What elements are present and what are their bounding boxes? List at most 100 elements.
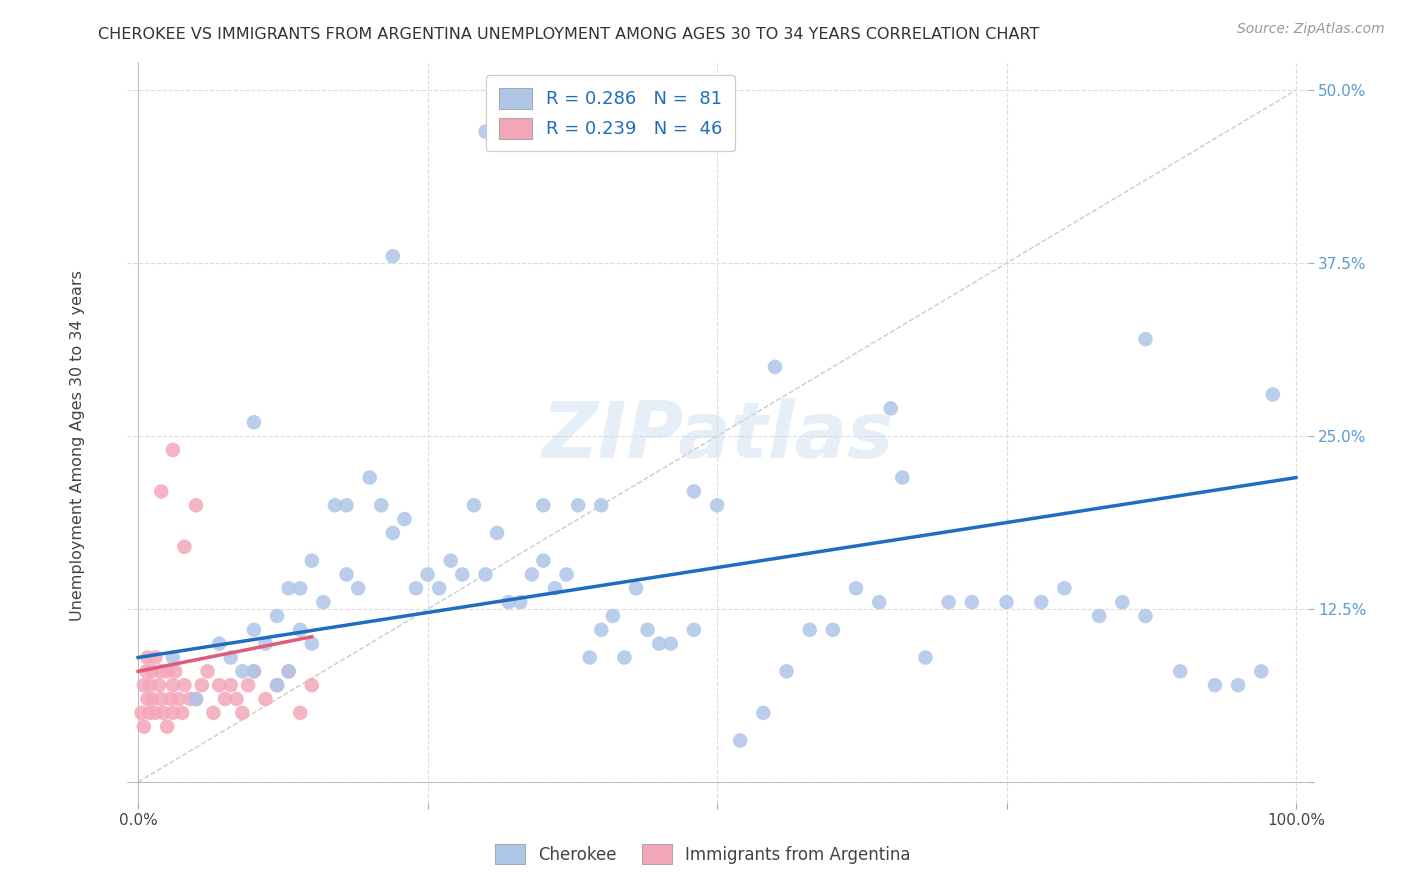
Point [891,470,914,484]
Point [173,540,195,554]
Point [148,678,170,692]
Point [728,733,751,747]
Point [243,415,266,429]
Point [145,706,167,720]
Point [277,665,299,679]
Point [254,637,277,651]
Point [173,678,195,692]
Point [405,582,427,596]
Point [347,582,370,596]
Point [1250,665,1272,679]
Point [136,650,159,665]
Point [1111,595,1133,609]
Point [1053,582,1076,596]
Point [290,623,312,637]
Point [474,125,496,139]
Point [141,665,163,679]
Point [416,567,439,582]
Point [659,637,682,651]
Point [509,595,531,609]
Point [1261,387,1284,401]
Point [440,554,463,568]
Point [266,609,288,624]
Point [135,665,157,679]
Text: CHEROKEE VS IMMIGRANTS FROM ARGENTINA UNEMPLOYMENT AMONG AGES 30 TO 34 YEARS COR: CHEROKEE VS IMMIGRANTS FROM ARGENTINA UN… [98,27,1040,42]
Point [184,692,207,706]
Point [150,692,173,706]
Legend: Cherokee, Immigrants from Argentina: Cherokee, Immigrants from Argentina [488,838,918,871]
Point [159,692,181,706]
Point [591,623,613,637]
Point [1168,665,1191,679]
Point [335,567,357,582]
Point [132,720,155,734]
Point [145,650,167,665]
Point [191,678,214,692]
Point [219,678,242,692]
Point [301,637,323,651]
Text: ZIPatlas: ZIPatlas [541,398,893,474]
Point [335,498,357,512]
Point [1135,609,1157,624]
Point [156,665,179,679]
Point [141,692,163,706]
Point [531,554,554,568]
Point [323,498,346,512]
Point [578,650,600,665]
Point [486,525,509,540]
Point [150,665,173,679]
Point [880,401,903,416]
Point [498,595,520,609]
Point [208,637,231,651]
Point [370,498,392,512]
Point [162,678,184,692]
Point [150,484,173,499]
Point [243,665,266,679]
Point [172,706,194,720]
Point [381,249,404,263]
Point [165,665,187,679]
Point [637,623,659,637]
Point [312,595,335,609]
Point [613,650,636,665]
Point [683,623,706,637]
Point [138,678,160,692]
Point [266,678,288,692]
Point [254,692,277,706]
Point [132,678,155,692]
Point [162,650,184,665]
Point [427,582,450,596]
Point [214,692,236,706]
Point [225,692,247,706]
Text: Source: ZipAtlas.com: Source: ZipAtlas.com [1237,22,1385,37]
Point [752,706,775,720]
Point [179,692,201,706]
Point [1227,678,1250,692]
Point [184,498,207,512]
Point [156,720,179,734]
Point [544,582,567,596]
Point [136,692,159,706]
Point [683,484,706,499]
Point [531,498,554,512]
Point [381,525,404,540]
Point [1031,595,1053,609]
Point [138,706,160,720]
Legend: R = 0.286   N =  81, R = 0.239   N =  46: R = 0.286 N = 81, R = 0.239 N = 46 [486,75,735,151]
Point [197,665,219,679]
Point [567,498,589,512]
Point [799,623,821,637]
Point [266,678,288,692]
Point [821,623,844,637]
Point [591,498,613,512]
Point [602,609,624,624]
Point [219,650,242,665]
Point [167,692,190,706]
Point [359,470,381,484]
Point [301,678,323,692]
Point [152,706,174,720]
Point [162,706,184,720]
Point [451,567,474,582]
Point [914,650,936,665]
Point [1135,332,1157,346]
